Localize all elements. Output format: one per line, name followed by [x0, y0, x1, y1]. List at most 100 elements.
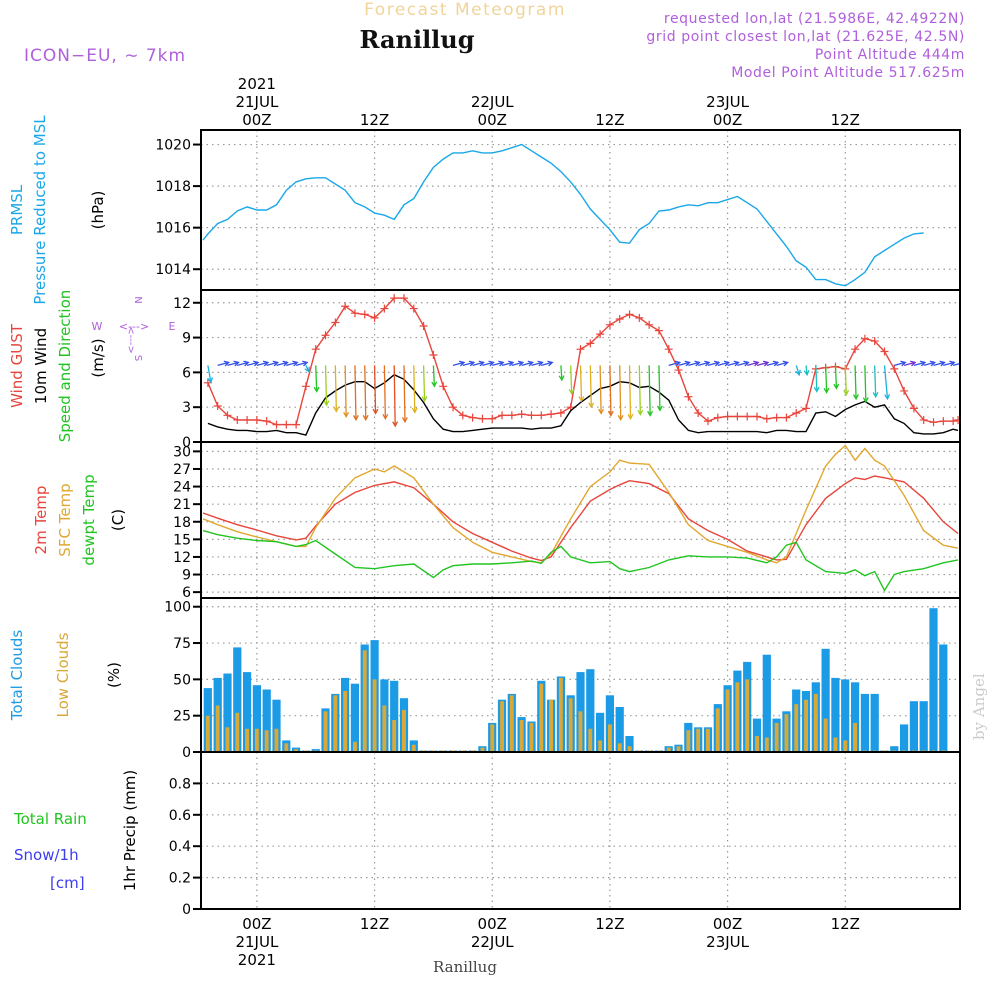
wind-arrow-head [498, 360, 505, 367]
series-line-prmsl [202, 143, 924, 287]
gust-marker [399, 294, 408, 303]
wind-arrow-head [647, 410, 654, 417]
wind-arrow-head [323, 400, 330, 407]
gust-marker [802, 404, 811, 413]
wind-direction-arrow [698, 361, 710, 367]
precip-legend-snow: Snow/1h [14, 846, 79, 864]
y-axis-label: SFC Temp [56, 483, 74, 556]
wind-direction-arrow [521, 361, 533, 367]
gust-marker [439, 382, 448, 391]
low-cloud-bar [578, 711, 583, 752]
wind-direction-arrow [766, 361, 778, 367]
y-tick-label: 1014 [155, 262, 191, 278]
bottom-time-label: 00Z [242, 915, 271, 933]
low-cloud-bar [608, 724, 612, 752]
gust-marker [360, 310, 369, 319]
low-cloud-bar [588, 728, 593, 752]
gust-marker [851, 345, 860, 354]
wind-arrow-head [656, 405, 663, 412]
low-cloud-bar [853, 722, 857, 752]
wind-arrow-head [372, 408, 379, 415]
y-axis-label: 10m Wind [32, 328, 50, 404]
y-axis-unit: (C) [109, 509, 127, 531]
low-cloud-bar [676, 746, 681, 752]
low-cloud-bar [804, 699, 808, 752]
wind-arrow-head [753, 360, 760, 367]
gust-marker [753, 412, 762, 421]
wind-arrow-head [723, 360, 731, 367]
wind-direction-arrow [207, 365, 212, 383]
wind-direction-arrow [638, 365, 641, 415]
y-tick-label: 9 [182, 568, 191, 584]
wind-direction-arrow [854, 365, 857, 399]
wind-arrow-head [900, 360, 907, 367]
total-cloud-bar [223, 673, 232, 752]
bottom-time-label: 12Z [595, 915, 624, 933]
wind-direction-arrow [452, 361, 465, 367]
wind-direction-arrow [599, 365, 602, 414]
wind-direction-arrow [933, 361, 945, 367]
y-tick-label: 12 [173, 296, 191, 312]
gust-marker [860, 334, 869, 343]
low-cloud-bar [411, 744, 416, 752]
low-cloud-bar [715, 708, 720, 752]
top-time-label: 00Z [713, 111, 742, 129]
low-cloud-bar [509, 695, 514, 752]
gust-marker [900, 386, 909, 395]
wind-direction-arrow [619, 365, 622, 420]
gust-marker [635, 313, 644, 322]
total-cloud-bar [596, 712, 605, 752]
wind-direction-arrow [276, 361, 288, 367]
wind-arrow-head [468, 360, 476, 367]
total-cloud-bar [890, 746, 899, 752]
wind-arrow-head [795, 369, 801, 377]
wind-direction-arrow [286, 361, 298, 367]
low-cloud-bar [598, 740, 603, 752]
wind-direction-arrow [256, 361, 269, 367]
gust-marker [458, 411, 467, 420]
wind-direction-arrow [756, 361, 769, 367]
series-line-sfc-temp [202, 444, 959, 564]
low-cloud-bar [264, 730, 269, 752]
gust-marker [547, 410, 556, 419]
wind-direction-arrow [894, 361, 906, 367]
y-tick-label: 6 [182, 585, 191, 601]
wind-arrow-head [207, 377, 214, 384]
low-cloud-bar [784, 714, 789, 752]
low-cloud-bar [794, 704, 799, 752]
wind-arrow-head [352, 414, 359, 422]
total-cloud-bar [870, 693, 879, 752]
y-tick-label: 24 [173, 480, 191, 496]
total-cloud-bar [252, 685, 261, 752]
gust-marker [527, 411, 536, 420]
low-cloud-bar [205, 715, 210, 752]
low-cloud-bar [274, 728, 279, 752]
low-cloud-bar [529, 722, 534, 752]
gust-marker [723, 412, 732, 421]
wind-arrow-head [304, 366, 310, 373]
panel-precipitation: 0 0.2 0.4 0.6 0.8 1hr Precip (mm) Total Rain Sn… [13, 751, 961, 918]
y-axis-label: Pressure Reduced to MSL [31, 115, 49, 305]
wind-direction-arrow [462, 361, 474, 367]
gust-marker [654, 326, 663, 335]
gust-marker [909, 404, 918, 413]
low-cloud-bar [333, 695, 338, 752]
wind-arrow-head [823, 387, 830, 394]
wind-direction-arrow [727, 361, 739, 367]
low-cloud-bar [392, 720, 397, 752]
panel-frame [200, 751, 961, 910]
wind-direction-arrow [883, 365, 889, 399]
wind-direction-arrow [648, 365, 651, 416]
gust-marker [517, 410, 526, 419]
total-cloud-bar [752, 718, 762, 752]
footer-location: Ranillug [433, 958, 497, 976]
wind-arrow-head [833, 383, 840, 390]
gust-marker [213, 402, 222, 411]
total-cloud-bar [350, 683, 359, 752]
gust-marker [792, 408, 801, 417]
wind-arrow-head [362, 414, 369, 422]
gust-marker [282, 420, 291, 429]
wind-arrow-head [919, 360, 927, 367]
compass-north: N [132, 296, 143, 303]
